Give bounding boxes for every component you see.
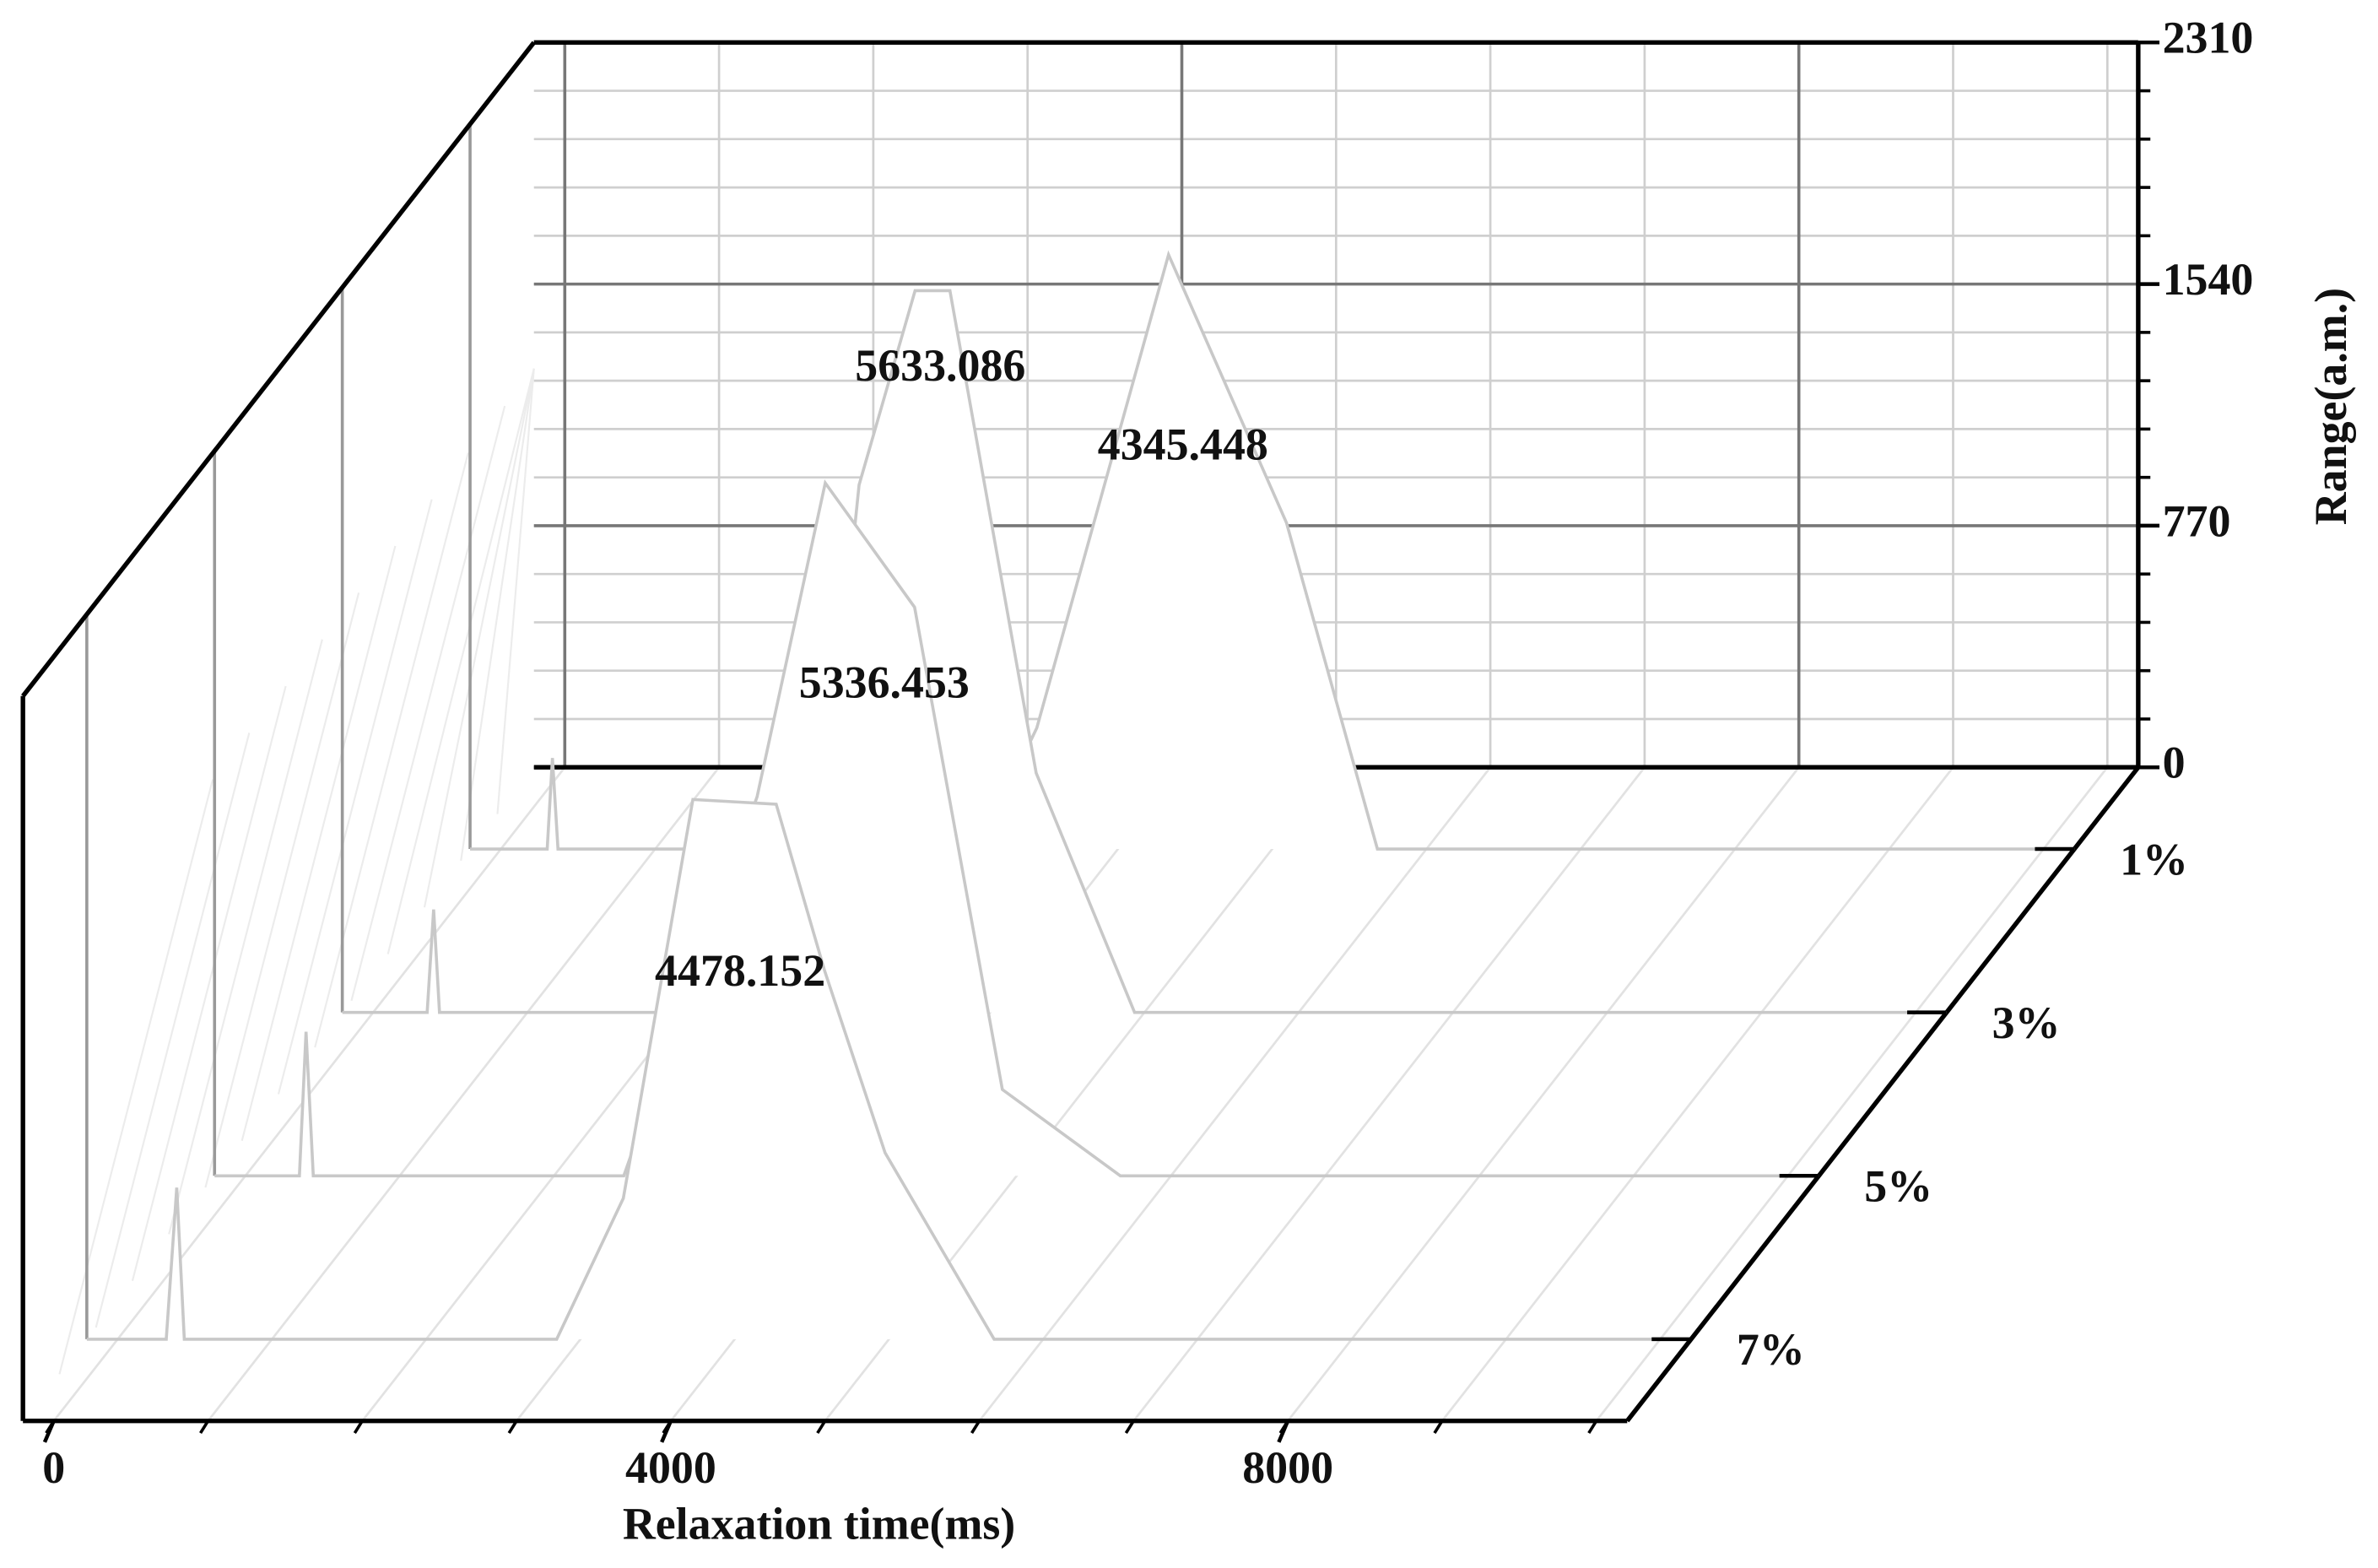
series-occluder: [470, 254, 2075, 850]
x-axis-title: Relaxation time(ms): [623, 1499, 1015, 1549]
y-tick-label: 1540: [2163, 254, 2254, 305]
floor-grid-line: [1595, 766, 2109, 1422]
wall-hatch: [314, 452, 469, 1048]
minor-tick: [353, 1419, 364, 1435]
x-tick: [1277, 1419, 1290, 1443]
peak-label: 5633.086: [855, 340, 1025, 391]
wall-hatch: [496, 368, 535, 814]
depth-label: 1%: [2120, 834, 2188, 884]
peak-label: 4345.448: [1098, 419, 1268, 469]
depth-label: 3%: [1992, 998, 2061, 1048]
y-tick-label: 770: [2163, 495, 2231, 546]
wall-hatch: [423, 368, 535, 908]
y-axis-title: Range(a.m.): [2305, 288, 2356, 525]
peak-label: 5336.453: [799, 657, 970, 707]
y-tick-label: 2310: [2163, 13, 2254, 63]
floor-grid-line: [978, 766, 1492, 1422]
x-tick-label: 4000: [625, 1442, 716, 1493]
wall-hatch: [95, 733, 251, 1328]
wall-hatch: [168, 639, 323, 1235]
floor-grid-line: [1287, 766, 1800, 1422]
floor-grid-line: [1132, 766, 1646, 1422]
wall-hatch: [386, 368, 535, 954]
series-occluder: [86, 799, 1692, 1339]
series-line: [214, 479, 1819, 1178]
x-tick-label: 0: [42, 1442, 65, 1493]
x-tick-label: 8000: [1242, 1442, 1333, 1493]
wall-hatch: [58, 779, 214, 1375]
y-tick-label: 0: [2163, 738, 2186, 788]
series-line: [86, 798, 1692, 1341]
minor-tick: [1124, 1419, 1135, 1435]
axis-line: [21, 41, 536, 698]
floor-grid-line: [1440, 766, 1954, 1422]
depth-label: 7%: [1737, 1324, 1805, 1375]
minor-tick: [507, 1419, 518, 1435]
peak-label: 4478.152: [655, 945, 825, 996]
x-tick: [42, 1419, 56, 1443]
wall-hatch: [350, 405, 506, 1002]
x-tick: [660, 1419, 673, 1443]
depth-label: 5%: [1864, 1161, 1932, 1212]
series-line: [342, 289, 1947, 1014]
wall-hatch: [460, 368, 535, 862]
wall-hatch: [131, 685, 287, 1282]
minor-tick: [1433, 1419, 1444, 1435]
wall-hatch: [204, 592, 360, 1188]
minor-tick: [1587, 1419, 1598, 1435]
minor-tick: [199, 1419, 210, 1435]
wall-hatch: [241, 545, 397, 1142]
minor-tick: [816, 1419, 827, 1435]
floor-grid-line: [207, 766, 721, 1422]
wall-hatch: [277, 499, 433, 1095]
axis-line: [1625, 765, 2140, 1423]
minor-tick: [970, 1419, 981, 1435]
